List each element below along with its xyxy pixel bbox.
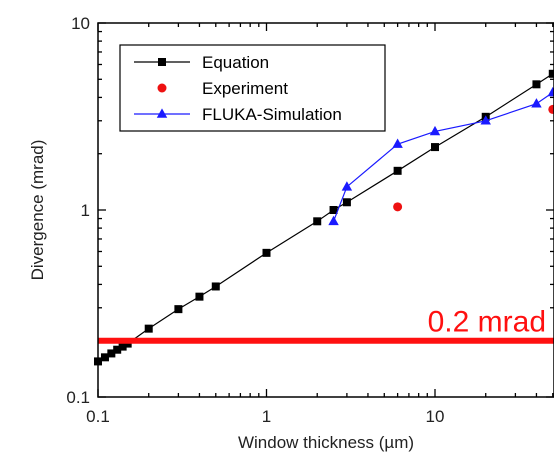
data-point (548, 105, 554, 114)
data-point (532, 80, 540, 88)
data-point (342, 181, 352, 190)
threshold-label: 0.2 mrad (428, 306, 546, 339)
data-point (548, 87, 554, 96)
data-point (531, 98, 541, 107)
data-point (212, 282, 220, 290)
data-point (174, 305, 182, 313)
data-point (431, 143, 439, 151)
legend-label: FLUKA-Simulation (202, 105, 342, 124)
data-point (328, 216, 338, 225)
x-tick-label: 10 (426, 407, 445, 426)
legend-label: Experiment (202, 79, 288, 98)
legend-marker (158, 84, 167, 93)
x-tick-label: 0.1 (86, 407, 110, 426)
y-tick-label: 10 (71, 14, 90, 33)
y-tick-label: 0.1 (66, 388, 90, 407)
legend: Equation Experiment FLUKA-Simulation (120, 45, 385, 131)
data-point (394, 167, 402, 175)
threshold-annotation: 0.2 mrad (98, 306, 554, 341)
legend-label: Equation (202, 53, 269, 72)
legend-marker (158, 58, 166, 66)
data-point (549, 70, 554, 78)
y-tick-label: 1 (81, 201, 90, 220)
data-point (343, 198, 351, 206)
y-axis-title: Divergence (mrad) (28, 140, 47, 281)
x-axis-title: Window thickness (µm) (238, 433, 414, 452)
x-tick-label: 1 (262, 407, 271, 426)
data-point (263, 249, 271, 257)
data-point (195, 293, 203, 301)
data-point (313, 217, 321, 225)
data-point (393, 202, 402, 211)
data-point (145, 325, 153, 333)
